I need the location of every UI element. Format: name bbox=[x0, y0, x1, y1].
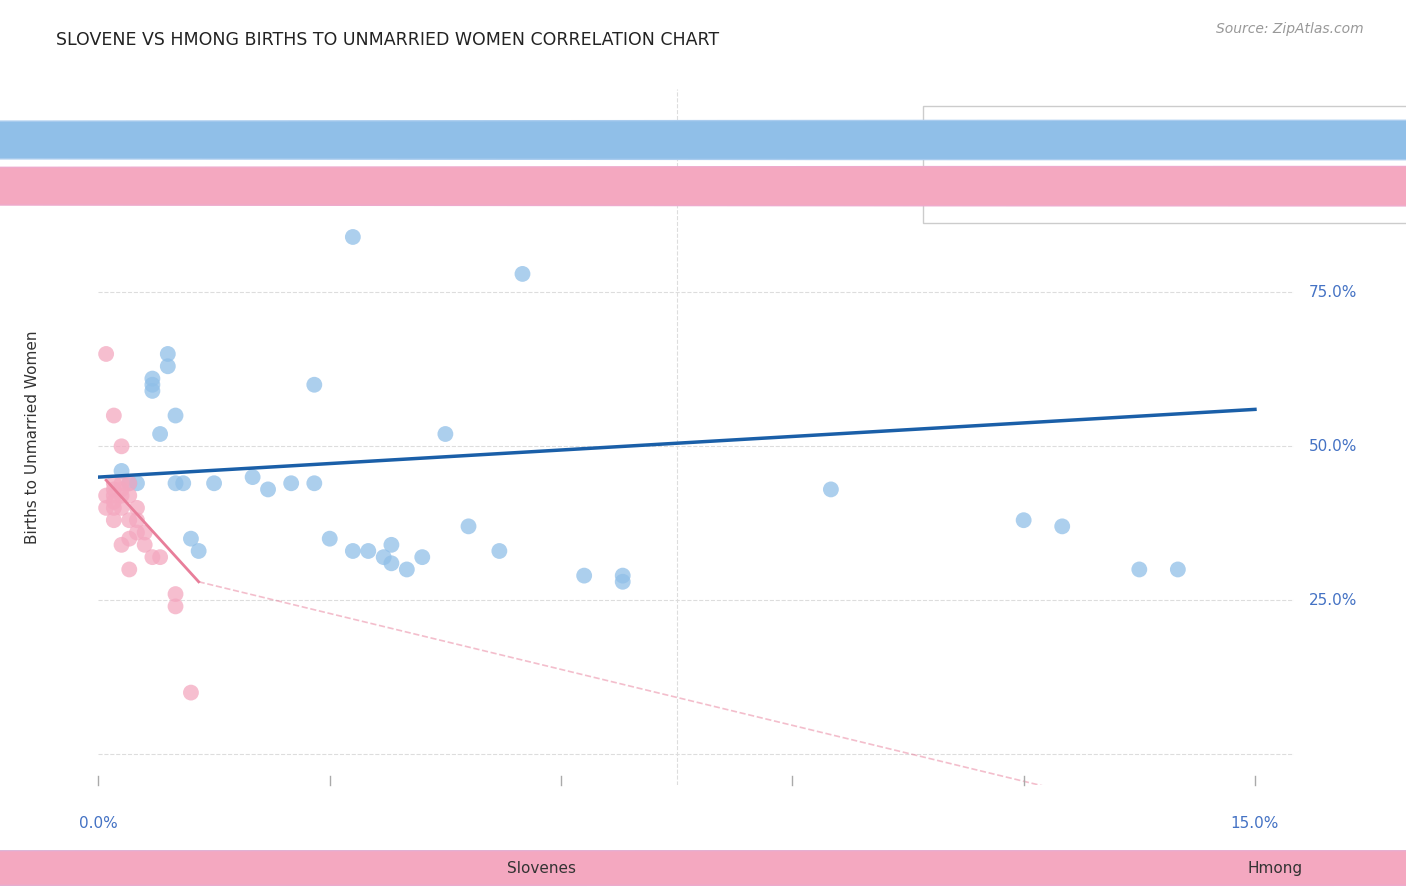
Point bbox=[342, 544, 364, 558]
Point bbox=[141, 377, 163, 392]
Point bbox=[395, 562, 418, 576]
Point bbox=[280, 476, 302, 491]
Point bbox=[110, 464, 132, 478]
Text: 15.0%: 15.0% bbox=[1230, 816, 1279, 830]
Point bbox=[141, 371, 163, 385]
Point bbox=[134, 525, 156, 540]
Point bbox=[572, 568, 595, 582]
Point bbox=[149, 427, 172, 442]
Point bbox=[110, 538, 132, 552]
Point bbox=[612, 568, 634, 582]
Point bbox=[304, 131, 326, 145]
Point bbox=[380, 538, 402, 552]
FancyBboxPatch shape bbox=[0, 851, 1406, 886]
FancyBboxPatch shape bbox=[0, 851, 1406, 886]
Point bbox=[125, 500, 148, 515]
Point bbox=[118, 476, 141, 491]
Point bbox=[257, 483, 280, 497]
Point bbox=[165, 409, 187, 423]
Point bbox=[411, 550, 433, 565]
Point bbox=[357, 544, 380, 558]
Point bbox=[103, 494, 125, 508]
Point bbox=[110, 476, 132, 491]
Point bbox=[103, 476, 125, 491]
Point bbox=[187, 544, 209, 558]
Point bbox=[118, 489, 141, 503]
Point bbox=[380, 557, 402, 571]
Text: Hmong: Hmong bbox=[1247, 861, 1302, 876]
Text: 0.0%: 0.0% bbox=[79, 816, 118, 830]
Point bbox=[180, 685, 202, 699]
Point bbox=[820, 131, 842, 145]
Point bbox=[94, 500, 117, 515]
Point bbox=[125, 525, 148, 540]
Point bbox=[165, 587, 187, 601]
Point bbox=[118, 476, 141, 491]
Point bbox=[1128, 562, 1150, 576]
Point bbox=[172, 476, 194, 491]
Point bbox=[319, 532, 342, 546]
Point bbox=[1050, 519, 1073, 533]
Point bbox=[242, 470, 264, 484]
Point bbox=[118, 513, 141, 527]
Text: Births to Unmarried Women: Births to Unmarried Women bbox=[25, 330, 41, 544]
Point bbox=[125, 476, 148, 491]
Point bbox=[156, 359, 179, 374]
Text: 50.0%: 50.0% bbox=[1309, 439, 1357, 454]
Point bbox=[103, 513, 125, 527]
Point bbox=[156, 347, 179, 361]
Point bbox=[342, 230, 364, 244]
Point bbox=[94, 489, 117, 503]
Point bbox=[103, 483, 125, 497]
Point bbox=[110, 483, 132, 497]
Point bbox=[103, 500, 125, 515]
Point bbox=[118, 562, 141, 576]
Point bbox=[141, 384, 163, 398]
Point bbox=[134, 538, 156, 552]
FancyBboxPatch shape bbox=[0, 166, 1406, 206]
Point bbox=[202, 476, 225, 491]
Point bbox=[304, 476, 326, 491]
Point bbox=[165, 599, 187, 614]
Point bbox=[165, 476, 187, 491]
Point bbox=[149, 550, 172, 565]
Point bbox=[612, 574, 634, 589]
Text: Source: ZipAtlas.com: Source: ZipAtlas.com bbox=[1216, 22, 1364, 37]
Point bbox=[304, 377, 326, 392]
Point bbox=[141, 550, 163, 565]
Text: SLOVENE VS HMONG BIRTHS TO UNMARRIED WOMEN CORRELATION CHART: SLOVENE VS HMONG BIRTHS TO UNMARRIED WOM… bbox=[56, 31, 720, 49]
Text: 25.0%: 25.0% bbox=[1309, 593, 1357, 607]
Text: 75.0%: 75.0% bbox=[1309, 285, 1357, 300]
Point bbox=[125, 513, 148, 527]
Point bbox=[180, 532, 202, 546]
Point bbox=[110, 439, 132, 453]
Point bbox=[103, 409, 125, 423]
Point bbox=[434, 427, 457, 442]
Point bbox=[1167, 562, 1189, 576]
Text: Slovenes: Slovenes bbox=[508, 861, 576, 876]
Point bbox=[118, 532, 141, 546]
Point bbox=[512, 267, 534, 281]
Point bbox=[820, 483, 842, 497]
FancyBboxPatch shape bbox=[0, 120, 1406, 160]
Point bbox=[457, 519, 479, 533]
Point bbox=[373, 550, 395, 565]
Point bbox=[110, 489, 132, 503]
Text: 100.0%: 100.0% bbox=[1309, 131, 1367, 146]
Point bbox=[488, 544, 510, 558]
Point bbox=[94, 347, 117, 361]
Point bbox=[1012, 513, 1035, 527]
Point bbox=[103, 489, 125, 503]
FancyBboxPatch shape bbox=[924, 106, 1406, 223]
Point bbox=[110, 500, 132, 515]
